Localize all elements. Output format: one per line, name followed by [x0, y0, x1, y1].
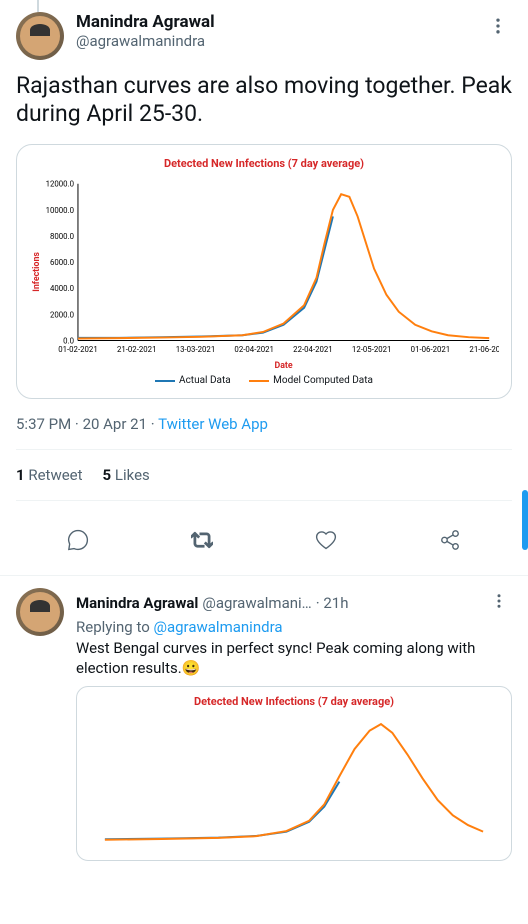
svg-text:12000.0: 12000.0 [46, 180, 74, 189]
chart-title: Detected New Infections (7 day average) [29, 157, 499, 170]
author-name[interactable]: Manindra Agrawal [76, 12, 472, 32]
svg-text:8000.0: 8000.0 [50, 232, 74, 241]
author-handle[interactable]: @agrawalmanindra [76, 32, 472, 50]
svg-text:12-05-2021: 12-05-2021 [352, 345, 392, 354]
replying-to: Replying to @agrawalmanindra [76, 618, 512, 636]
replying-to-handle[interactable]: @agrawalmanindra [154, 618, 283, 636]
retweet-button[interactable] [183, 521, 221, 559]
tweet-metadata: 5:37 PM · 20 Apr 21 · Twitter Web App [16, 415, 512, 433]
main-tweet: Manindra Agrawal @agrawalmanindra Rajast… [0, 0, 528, 576]
more-options-button[interactable] [484, 12, 512, 44]
svg-text:10000.0: 10000.0 [46, 206, 74, 215]
reply-time: · 21h [316, 594, 349, 612]
retweets-stat[interactable]: 1 Retweet [16, 466, 83, 484]
reply-author-avatar[interactable] [16, 588, 64, 636]
chart-legend: Actual Data Model Computed Data [29, 374, 499, 387]
thread-connector [37, 0, 39, 12]
author-avatar[interactable] [16, 12, 64, 60]
likes-stat[interactable]: 5 Likes [103, 466, 150, 484]
reply-author-handle[interactable]: @agrawalmani… [202, 594, 311, 612]
chart-svg: 0.0 2000.0 4000.0 6000.0 8000.0 10000.0 12000.… [29, 174, 499, 370]
reply-chart-image[interactable]: Detected New Infections (7 day average) [76, 686, 512, 860]
reply-text: West Bengal curves in perfect sync! Peak… [76, 638, 512, 678]
svg-text:22-04-2021: 22-04-2021 [293, 345, 333, 354]
tweet-source[interactable]: Twitter Web App [158, 415, 268, 433]
reply-author-name[interactable]: Manindra Agrawal [76, 594, 198, 612]
scroll-indicator[interactable] [522, 490, 528, 550]
reply-button[interactable] [59, 521, 97, 559]
svg-text:Infections: Infections [32, 252, 42, 292]
tweet-stats: 1 Retweet 5 Likes [16, 466, 512, 484]
svg-text:01-02-2021: 01-02-2021 [58, 345, 98, 354]
svg-text:Date: Date [275, 361, 293, 370]
reply-chart-svg [85, 712, 503, 851]
svg-text:13-03-2021: 13-03-2021 [176, 345, 216, 354]
like-button[interactable] [307, 521, 345, 559]
svg-text:21-02-2021: 21-02-2021 [117, 345, 157, 354]
svg-text:02-04-2021: 02-04-2021 [234, 345, 274, 354]
reply-chart-title: Detected New Infections (7 day average) [85, 695, 503, 708]
share-button[interactable] [431, 521, 469, 559]
svg-text:01-06-2021: 01-06-2021 [411, 345, 451, 354]
svg-text:2000.0: 2000.0 [50, 310, 74, 319]
tweet-text: Rajasthan curves are also moving togethe… [16, 72, 512, 128]
tweet-actions [16, 517, 512, 563]
reply-more-button[interactable] [486, 588, 512, 618]
svg-text:6000.0: 6000.0 [50, 258, 74, 267]
svg-text:0.0: 0.0 [63, 336, 74, 345]
chart-image[interactable]: Detected New Infections (7 day average) … [16, 144, 512, 399]
tweet-timestamp[interactable]: 5:37 PM · 20 Apr 21 [16, 415, 147, 433]
reply-tweet[interactable]: Manindra Agrawal @agrawalmani… · 21h Rep… [0, 576, 528, 872]
svg-text:21-06-2021: 21-06-2021 [469, 345, 499, 354]
svg-text:4000.0: 4000.0 [50, 284, 74, 293]
